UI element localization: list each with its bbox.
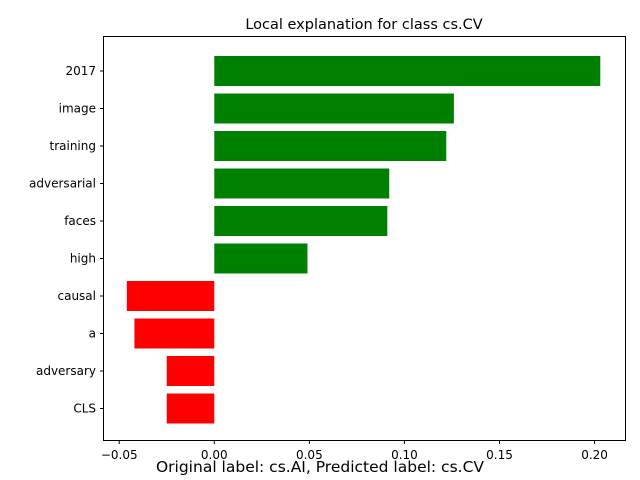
plot-frame [103, 36, 626, 441]
x-tick-label: 0.15 [486, 448, 513, 462]
y-tick-label: high [70, 252, 96, 266]
y-tick-label: a [89, 327, 96, 341]
bar-cls [166, 393, 215, 424]
y-tick-label: adversary [36, 364, 96, 378]
bar-adversarial [214, 168, 390, 199]
bar-a [134, 318, 215, 349]
x-tick-label: 0.05 [296, 448, 323, 462]
bar-adversary [166, 356, 215, 386]
y-tick-label: faces [64, 214, 96, 228]
bar-2017 [214, 56, 601, 86]
x-tick-label: 0.20 [581, 448, 608, 462]
y-tick-label: CLS [73, 402, 96, 416]
y-tick-label: training [50, 139, 97, 153]
x-axis-ticks: −0.05 0.00 0.05 0.10 0.15 0.20 [101, 440, 608, 462]
bar-high [214, 243, 308, 274]
x-tick-label: −0.05 [101, 448, 138, 462]
bars-group [126, 56, 601, 424]
bar-training [214, 131, 447, 161]
y-tick-label: 2017 [65, 64, 96, 78]
label-caption: Original label: cs.AI, Predicted label: … [155, 458, 485, 476]
bar-faces [214, 206, 388, 236]
x-tick-label: 0.00 [201, 448, 228, 462]
bar-causal [126, 281, 215, 311]
y-tick-label: adversarial [29, 177, 96, 191]
y-tick-label: causal [58, 289, 97, 303]
y-axis-ticks: 2017 image training adversarial faces high cau… [29, 64, 104, 416]
y-tick-label: image [59, 102, 96, 116]
chart-title: Local explanation for class cs.CV [245, 17, 482, 33]
x-tick-label: 0.10 [391, 448, 418, 462]
bar-image [214, 93, 454, 124]
